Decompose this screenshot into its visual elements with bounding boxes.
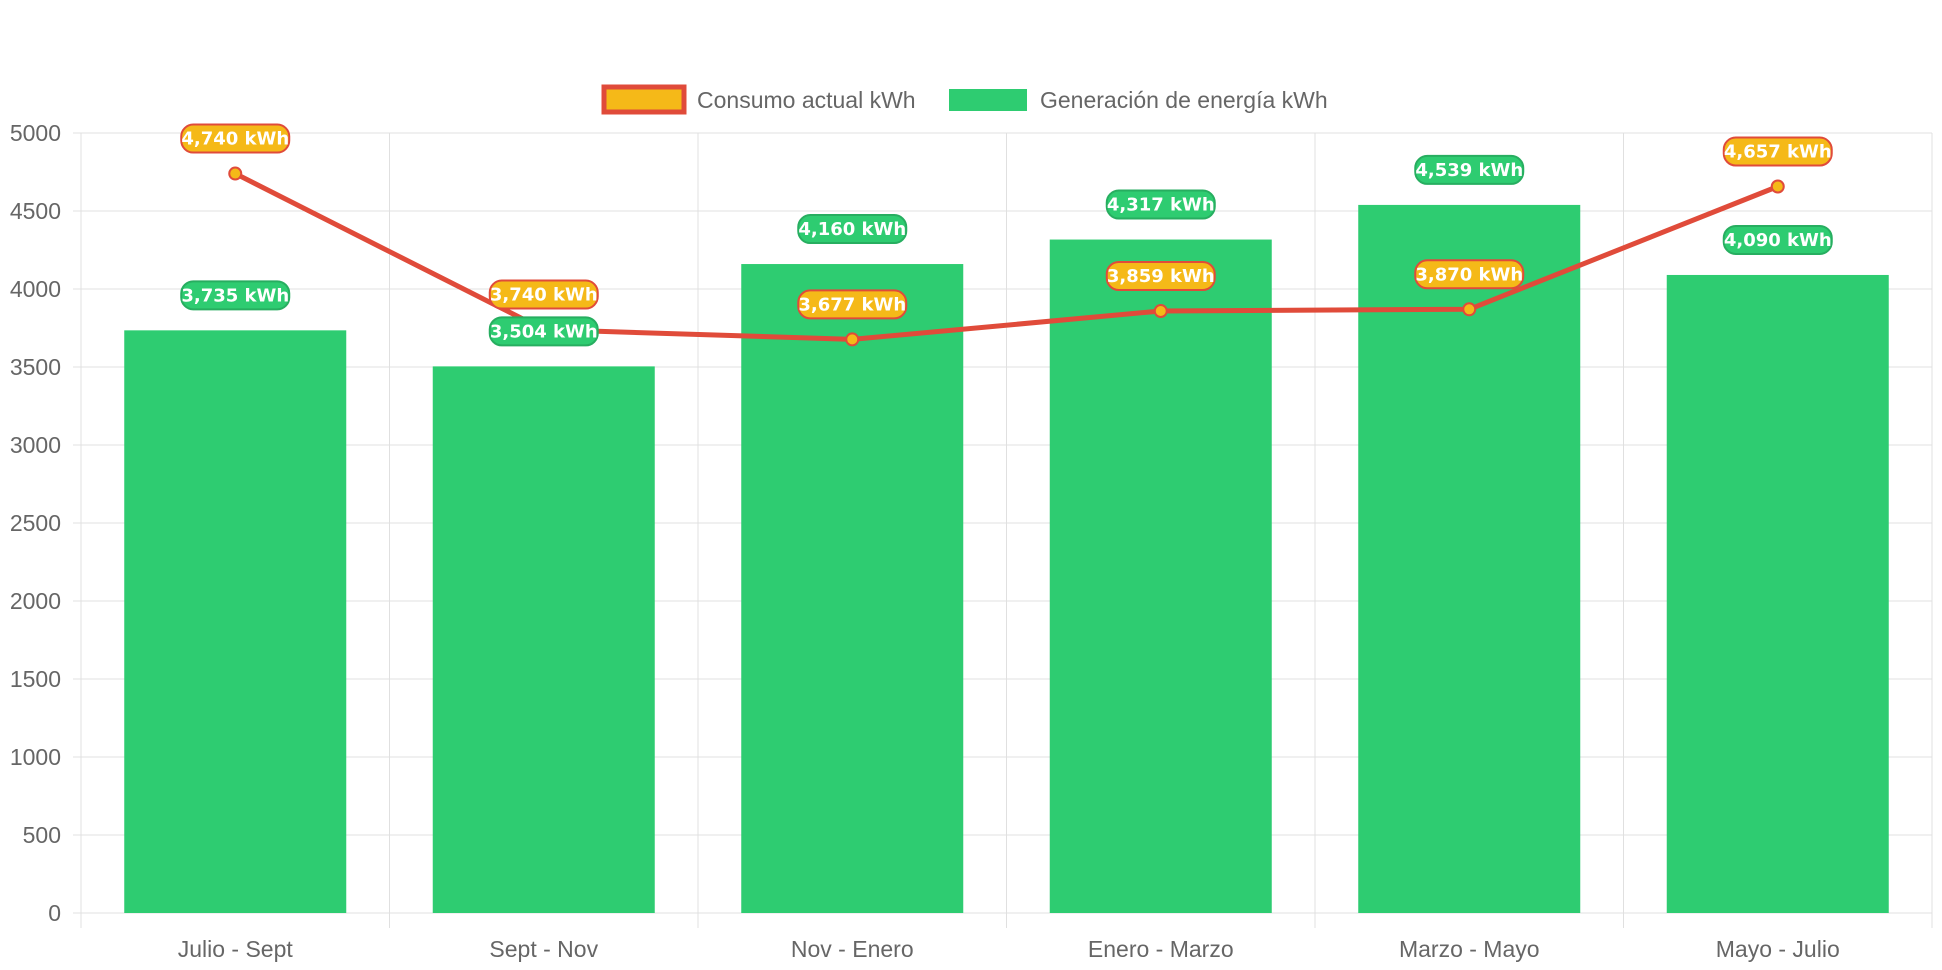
bar-label: 4,539 kWh [1414, 154, 1525, 185]
y-tick-label: 1500 [10, 666, 61, 692]
line-label-text: 3,859 kWh [1107, 266, 1215, 287]
y-tick-label: 3000 [10, 432, 61, 458]
bar-label-text: 4,539 kWh [1415, 160, 1523, 181]
line-label: 3,859 kWh [1105, 260, 1216, 291]
line-label: 3,677 kWh [797, 289, 908, 320]
line-label-text: 3,870 kWh [1415, 264, 1523, 285]
bar-generacion [124, 330, 347, 914]
bar-label-box [1105, 189, 1216, 220]
point-consumo [228, 166, 243, 181]
line-label-box [1722, 136, 1833, 167]
x-tick-label: Enero - Marzo [1088, 936, 1234, 962]
axes: 0 500 1000 1500 2000 2500 3000 3500 4000 4500 5000… [10, 120, 1840, 962]
point-consumo [1770, 179, 1785, 194]
bar-label: 3,735 kWh [180, 280, 291, 311]
bar-label-box [1722, 224, 1833, 255]
y-tick-label: 500 [23, 822, 61, 848]
line-label-text: 3,677 kWh [798, 294, 906, 315]
bar-label-text: 4,160 kWh [798, 219, 906, 240]
legend-label-consumo: Consumo actual kWh [697, 87, 916, 113]
x-tick-label: Nov - Enero [791, 936, 914, 962]
legend-swatch-generacion [949, 89, 1027, 111]
bar-generacion [432, 366, 655, 914]
line-label: 3,870 kWh [1414, 259, 1525, 290]
x-tick-label: Marzo - Mayo [1399, 936, 1540, 962]
line-label-box [180, 123, 291, 154]
bar-label-box [1414, 154, 1525, 185]
y-tick-label: 0 [48, 900, 61, 926]
y-tick-label: 4000 [10, 276, 61, 302]
bar-label-text: 3,735 kWh [181, 285, 289, 306]
bar-generacion [1049, 239, 1272, 914]
line-label-text: 4,740 kWh [181, 129, 289, 150]
point-consumo [1153, 303, 1168, 318]
line-label-box [1414, 259, 1525, 290]
bar-label-box [488, 316, 599, 347]
bar-label: 4,090 kWh [1722, 224, 1833, 255]
point-consumo [1462, 302, 1477, 317]
x-tick-label: Julio - Sept [178, 936, 294, 962]
bar-generacion [741, 264, 964, 913]
legend[interactable]: Consumo actual kWh Generación de energía… [601, 84, 1328, 115]
bar-label: 4,160 kWh [797, 214, 908, 245]
legend-label-generacion: Generación de energía kWh [1040, 87, 1328, 113]
bar-label-box [180, 280, 291, 311]
legend-item-generacion[interactable]: Generación de energía kWh [949, 87, 1328, 113]
bars [124, 204, 1889, 914]
legend-swatch-consumo [601, 84, 687, 115]
line-label-box [797, 289, 908, 320]
line-label-text: 4,657 kWh [1724, 142, 1832, 163]
bar-generacion [1358, 204, 1581, 913]
legend-item-consumo[interactable]: Consumo actual kWh [601, 84, 916, 115]
line-label: 4,740 kWh [180, 123, 291, 154]
y-tick-label: 5000 [10, 120, 61, 146]
line-label-text: 3,740 kWh [490, 285, 598, 306]
line-label-box [488, 279, 599, 310]
line-label: 3,740 kWh [488, 279, 599, 310]
bar-label-text: 4,317 kWh [1107, 195, 1215, 216]
bar-label-box [797, 214, 908, 245]
bar-label: 3,504 kWh [488, 316, 599, 347]
y-tick-label: 2500 [10, 510, 61, 536]
bar-label-text: 3,504 kWh [490, 321, 598, 342]
y-tick-label: 1000 [10, 744, 61, 770]
bar-generacion [1666, 274, 1889, 914]
line-data-labels: 4,740 kWh 3,740 kWh 3,677 kWh 3,859 kWh 3,87… [180, 123, 1833, 320]
point-consumo [845, 332, 860, 347]
grid [73, 132, 1933, 928]
bar-label: 4,317 kWh [1105, 189, 1216, 220]
line-label-box [1105, 260, 1216, 291]
y-tick-label: 3500 [10, 354, 61, 380]
x-tick-label: Sept - Nov [489, 936, 598, 962]
x-tick-label: Mayo - Julio [1716, 936, 1840, 962]
line-label: 4,657 kWh [1722, 136, 1833, 167]
bar-label-text: 4,090 kWh [1724, 230, 1832, 251]
y-tick-label: 2000 [10, 588, 61, 614]
y-tick-label: 4500 [10, 198, 61, 224]
bar-data-labels: 3,735 kWh 3,504 kWh 4,160 kWh 4,317 kWh 4,53… [180, 154, 1833, 347]
